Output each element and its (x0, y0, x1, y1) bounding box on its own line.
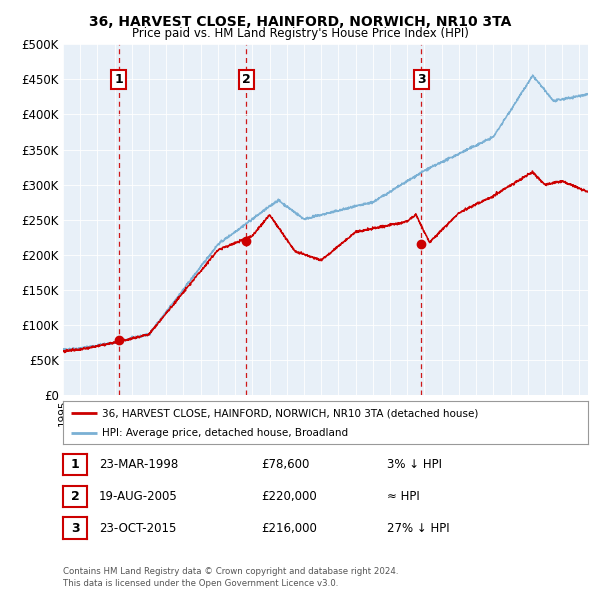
Text: Contains HM Land Registry data © Crown copyright and database right 2024.
This d: Contains HM Land Registry data © Crown c… (63, 567, 398, 588)
Text: 27% ↓ HPI: 27% ↓ HPI (387, 522, 449, 535)
Text: 1: 1 (114, 73, 123, 86)
Text: 23-OCT-2015: 23-OCT-2015 (99, 522, 176, 535)
Text: 36, HARVEST CLOSE, HAINFORD, NORWICH, NR10 3TA: 36, HARVEST CLOSE, HAINFORD, NORWICH, NR… (89, 15, 511, 30)
Text: 3: 3 (417, 73, 425, 86)
Text: 2: 2 (71, 490, 79, 503)
Text: £78,600: £78,600 (261, 458, 310, 471)
Text: 36, HARVEST CLOSE, HAINFORD, NORWICH, NR10 3TA (detached house): 36, HARVEST CLOSE, HAINFORD, NORWICH, NR… (103, 408, 479, 418)
Text: £220,000: £220,000 (261, 490, 317, 503)
Text: Price paid vs. HM Land Registry's House Price Index (HPI): Price paid vs. HM Land Registry's House … (131, 27, 469, 40)
Text: 1: 1 (71, 458, 79, 471)
Text: 3% ↓ HPI: 3% ↓ HPI (387, 458, 442, 471)
Text: 2: 2 (242, 73, 251, 86)
Text: £216,000: £216,000 (261, 522, 317, 535)
Text: 3: 3 (71, 522, 79, 535)
Text: ≈ HPI: ≈ HPI (387, 490, 420, 503)
Text: 23-MAR-1998: 23-MAR-1998 (99, 458, 178, 471)
Text: 19-AUG-2005: 19-AUG-2005 (99, 490, 178, 503)
Text: HPI: Average price, detached house, Broadland: HPI: Average price, detached house, Broa… (103, 428, 349, 438)
